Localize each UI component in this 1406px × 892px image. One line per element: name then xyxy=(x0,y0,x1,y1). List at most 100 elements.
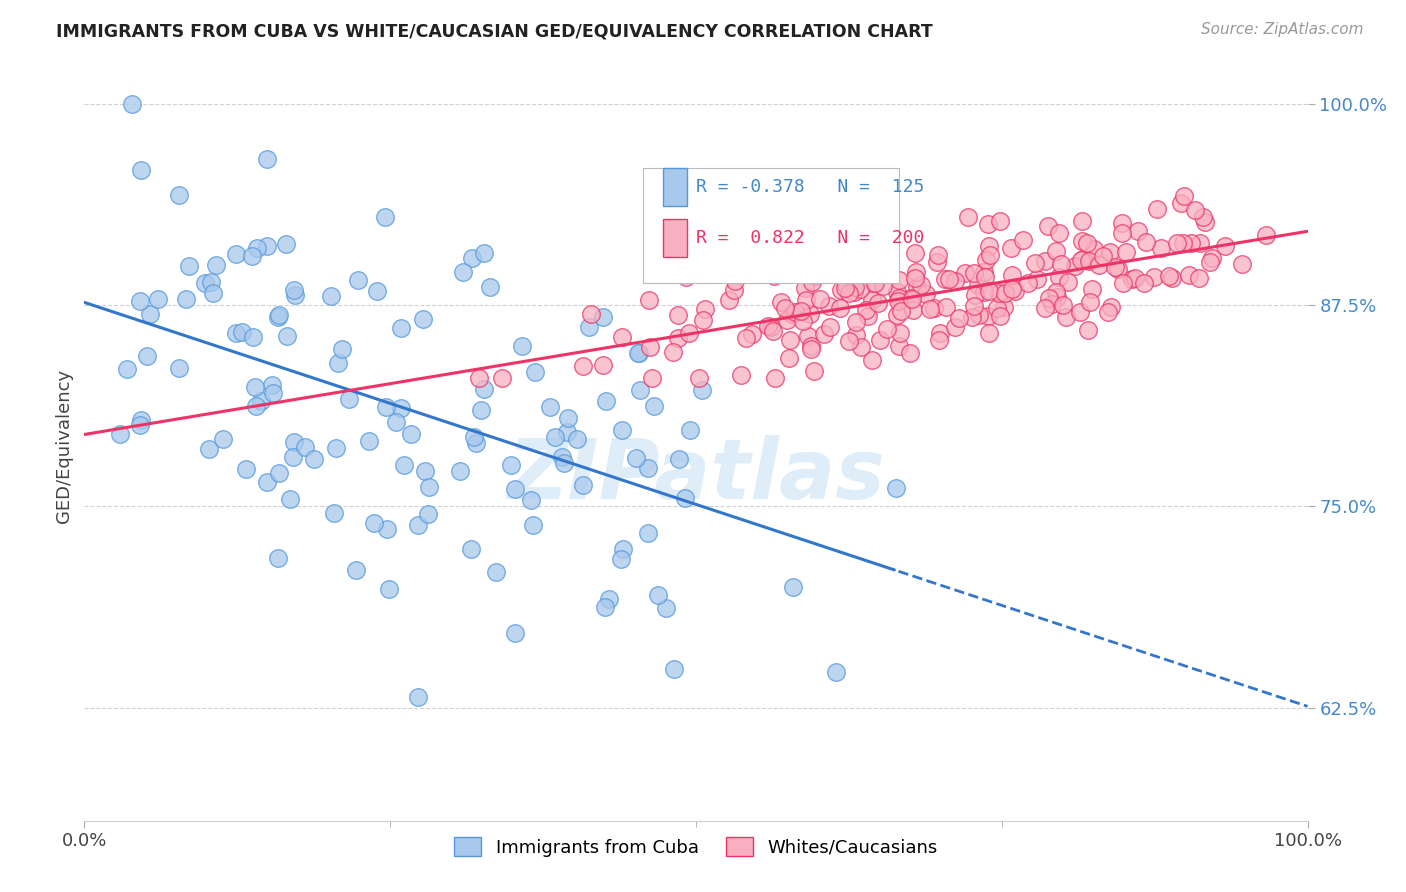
Point xyxy=(637,460,659,475)
Point xyxy=(595,393,617,408)
Point xyxy=(953,266,976,280)
Point xyxy=(412,312,434,326)
Point xyxy=(901,292,924,306)
Point xyxy=(779,333,801,347)
Point xyxy=(1092,249,1115,263)
Point xyxy=(581,307,603,321)
Point xyxy=(1049,257,1071,271)
Point xyxy=(973,285,995,299)
Point xyxy=(389,320,412,334)
Point xyxy=(612,541,634,556)
Point xyxy=(510,339,533,353)
Point xyxy=(262,377,284,392)
Point xyxy=(889,326,911,340)
Point xyxy=(828,301,851,315)
Point xyxy=(485,566,508,580)
Point xyxy=(730,368,752,382)
Point xyxy=(935,300,957,314)
Point xyxy=(128,294,150,309)
Point xyxy=(415,464,437,478)
Point xyxy=(637,525,659,540)
Point xyxy=(900,291,922,305)
Point xyxy=(904,271,927,285)
Point xyxy=(1111,226,1133,240)
Point xyxy=(845,315,868,329)
Point xyxy=(225,247,247,261)
Point xyxy=(283,283,305,297)
Point xyxy=(662,662,685,676)
Point xyxy=(887,339,910,353)
Point xyxy=(225,326,247,340)
Point xyxy=(1115,245,1137,260)
Point xyxy=(1088,258,1111,272)
Point xyxy=(869,334,891,348)
Point xyxy=(741,326,763,341)
Point xyxy=(668,331,690,345)
Text: IMMIGRANTS FROM CUBA VS WHITE/CAUCASIAN GED/EQUIVALENCY CORRELATION CHART: IMMIGRANTS FROM CUBA VS WHITE/CAUCASIAN … xyxy=(56,22,934,40)
Point xyxy=(643,399,665,413)
Point xyxy=(1036,219,1059,234)
Point xyxy=(977,217,1000,231)
Point xyxy=(1121,272,1143,286)
Point xyxy=(901,303,924,318)
Point xyxy=(763,268,786,283)
Point xyxy=(572,477,595,491)
Point xyxy=(963,266,986,280)
Point xyxy=(523,365,546,379)
Point xyxy=(844,280,866,294)
Point xyxy=(1128,224,1150,238)
Point xyxy=(610,552,633,566)
Point xyxy=(965,288,987,302)
Point xyxy=(1213,239,1236,253)
Point xyxy=(337,392,360,406)
Point xyxy=(1135,235,1157,249)
Text: R =  0.822   N =  200: R = 0.822 N = 200 xyxy=(696,228,924,247)
Point xyxy=(769,295,792,310)
Point xyxy=(240,249,263,263)
Point xyxy=(988,310,1011,324)
Point xyxy=(1143,269,1166,284)
Point xyxy=(778,351,800,365)
Point xyxy=(267,310,290,324)
Point xyxy=(863,276,886,290)
Point xyxy=(1045,285,1067,299)
Point xyxy=(544,430,567,444)
Point xyxy=(1001,268,1024,283)
Point xyxy=(666,308,689,322)
Point xyxy=(538,400,561,414)
Point xyxy=(638,340,661,354)
Point xyxy=(491,370,513,384)
Point xyxy=(1132,277,1154,291)
Point xyxy=(474,382,496,396)
Point xyxy=(520,492,543,507)
Point xyxy=(139,307,162,321)
Point xyxy=(131,162,153,177)
Point xyxy=(668,451,690,466)
Point xyxy=(374,400,396,414)
Point xyxy=(759,319,782,334)
Point xyxy=(1104,260,1126,275)
Point xyxy=(276,237,298,252)
Y-axis label: GED/Equivalency: GED/Equivalency xyxy=(55,369,73,523)
Point xyxy=(813,327,835,342)
Point xyxy=(1054,310,1077,325)
Point xyxy=(979,239,1001,253)
Point xyxy=(1097,305,1119,319)
Point xyxy=(773,301,796,315)
Point xyxy=(858,309,880,323)
Point xyxy=(1199,255,1222,269)
Point xyxy=(202,285,225,300)
Point xyxy=(628,383,651,397)
Point xyxy=(838,334,860,348)
Point xyxy=(692,313,714,327)
Point xyxy=(267,550,290,565)
Point xyxy=(977,326,1000,340)
Point xyxy=(637,293,659,307)
Point xyxy=(592,358,614,372)
Point xyxy=(1178,268,1201,282)
Point xyxy=(578,320,600,334)
Point xyxy=(283,434,305,449)
Point xyxy=(256,475,278,489)
Point xyxy=(478,279,501,293)
Point xyxy=(678,326,700,340)
